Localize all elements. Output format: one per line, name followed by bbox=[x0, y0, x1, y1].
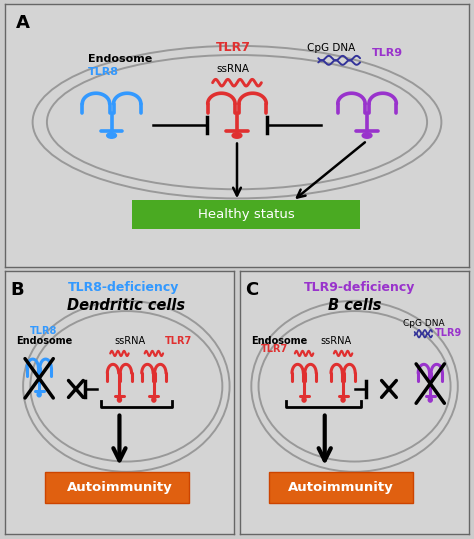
Text: TLR7: TLR7 bbox=[165, 336, 192, 346]
Text: ssRNA: ssRNA bbox=[115, 336, 146, 346]
Text: TLR8-deficiency: TLR8-deficiency bbox=[68, 281, 180, 294]
Text: B: B bbox=[10, 281, 24, 299]
Text: Endosome: Endosome bbox=[16, 336, 73, 346]
Text: TLR8: TLR8 bbox=[30, 326, 57, 336]
Text: ssRNA: ssRNA bbox=[320, 336, 351, 346]
Circle shape bbox=[118, 397, 121, 402]
Circle shape bbox=[37, 392, 41, 397]
Text: Autoimmunity: Autoimmunity bbox=[66, 481, 173, 494]
Text: TLR9: TLR9 bbox=[435, 328, 462, 338]
FancyBboxPatch shape bbox=[268, 472, 413, 503]
Text: TLR9-deficiency: TLR9-deficiency bbox=[303, 281, 415, 294]
Circle shape bbox=[107, 133, 117, 138]
Circle shape bbox=[302, 397, 306, 402]
Text: A: A bbox=[16, 15, 30, 32]
Text: TLR7: TLR7 bbox=[261, 344, 288, 354]
Circle shape bbox=[362, 133, 372, 138]
FancyBboxPatch shape bbox=[132, 200, 360, 229]
Text: C: C bbox=[246, 281, 259, 299]
Text: Endosome: Endosome bbox=[88, 54, 153, 64]
Text: TLR8: TLR8 bbox=[88, 67, 119, 77]
Circle shape bbox=[341, 397, 345, 402]
Text: Endosome: Endosome bbox=[251, 336, 308, 346]
Text: Healthy status: Healthy status bbox=[198, 208, 295, 220]
Text: B cells: B cells bbox=[328, 298, 381, 313]
Text: CpG DNA: CpG DNA bbox=[403, 319, 444, 328]
Text: Dendritic cells: Dendritic cells bbox=[67, 298, 185, 313]
Text: CpG DNA: CpG DNA bbox=[307, 43, 355, 53]
Text: TLR7: TLR7 bbox=[216, 41, 251, 54]
Circle shape bbox=[232, 133, 242, 138]
Text: Autoimmunity: Autoimmunity bbox=[288, 481, 394, 494]
Circle shape bbox=[428, 397, 432, 402]
FancyBboxPatch shape bbox=[45, 472, 190, 503]
Text: ssRNA: ssRNA bbox=[216, 64, 249, 74]
Circle shape bbox=[152, 397, 156, 402]
Text: TLR9: TLR9 bbox=[372, 49, 403, 58]
